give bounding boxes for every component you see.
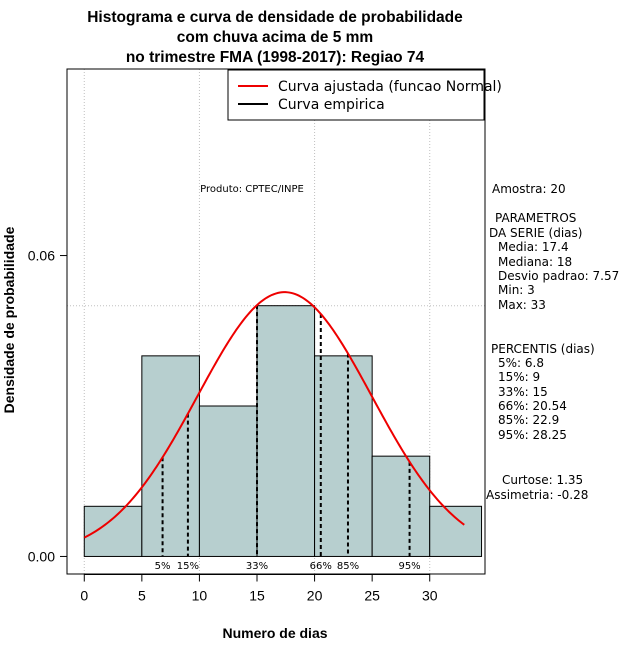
percentile-label: 33% bbox=[246, 561, 268, 572]
percentile-66: 66%: 20.54 bbox=[498, 399, 567, 413]
histogram-bars bbox=[83, 305, 483, 557]
legend-label-fitted: Curva ajustada (funcao Normal) bbox=[278, 79, 502, 95]
product-annotation: Produto: CPTEC/INPE bbox=[200, 184, 304, 195]
percentiles-heading: PERCENTIS (dias) bbox=[491, 342, 595, 356]
x-tick-label: 10 bbox=[192, 588, 208, 604]
histogram-bar bbox=[256, 305, 316, 557]
chart-title-line-3: no trimestre FMA (1998-2017): Regiao 74 bbox=[126, 49, 425, 66]
percentile-label: 15% bbox=[177, 561, 199, 572]
percentile-label: 85% bbox=[337, 561, 359, 572]
histogram-bar bbox=[429, 505, 483, 557]
histogram-bar bbox=[371, 455, 431, 557]
percentile-lines: 5% 15% 33% 66% 85% 95% bbox=[155, 305, 421, 572]
param-max: Max: 33 bbox=[498, 298, 546, 312]
param-std: Desvio padrao: 7.57 bbox=[498, 269, 619, 283]
fitted-normal-curve bbox=[83, 291, 465, 539]
x-tick-label: 25 bbox=[364, 588, 380, 604]
y-tick-label: 0.00 bbox=[28, 548, 55, 564]
x-tick-label: 0 bbox=[80, 588, 88, 604]
chart-title-line-1: Histograma e curva de densidade de proba… bbox=[87, 9, 463, 26]
fitted-curve-layer bbox=[83, 291, 465, 539]
statistics-panel: Amostra: 20 PARAMETROS DA SERIE (dias) M… bbox=[486, 182, 619, 502]
x-tick-label: 5 bbox=[138, 588, 146, 604]
chart-title-line-2: com chuva acima de 5 mm bbox=[177, 29, 373, 46]
legend-box bbox=[227, 69, 485, 121]
param-median: Mediana: 18 bbox=[498, 255, 572, 269]
param-mean: Media: 17.4 bbox=[498, 240, 569, 254]
y-axis-label: Densidade de probabilidade bbox=[1, 226, 17, 413]
percentile-label: 5% bbox=[155, 561, 171, 572]
percentile-label: 66% bbox=[310, 561, 332, 572]
params-heading-1: PARAMETROS bbox=[495, 211, 576, 225]
x-tick-label: 20 bbox=[307, 588, 323, 604]
percentile-85: 85%: 22.9 bbox=[498, 413, 559, 427]
legend: Curva ajustada (funcao Normal) Curva emp… bbox=[227, 69, 502, 121]
histogram-bar bbox=[83, 505, 143, 557]
params-heading-2: DA SERIE (dias) bbox=[489, 226, 582, 240]
histogram-bar bbox=[141, 355, 200, 557]
skewness: Assimetria: -0.28 bbox=[486, 488, 588, 502]
x-tick-label: 30 bbox=[422, 588, 438, 604]
percentile-95: 95%: 28.25 bbox=[498, 428, 567, 442]
percentile-5: 5%: 6.8 bbox=[498, 356, 544, 370]
x-axis-label: Numero de dias bbox=[222, 625, 327, 641]
param-min: Min: 3 bbox=[498, 283, 535, 297]
sample-size: Amostra: 20 bbox=[492, 182, 566, 196]
x-tick-label: 15 bbox=[249, 588, 265, 604]
percentile-15: 15%: 9 bbox=[498, 370, 540, 384]
histogram-bar bbox=[198, 405, 258, 557]
histogram-bar bbox=[314, 355, 373, 557]
legend-label-empirical: Curva empirica bbox=[278, 97, 385, 113]
kurtosis: Curtose: 1.35 bbox=[502, 473, 583, 487]
percentile-33: 33%: 15 bbox=[498, 385, 548, 399]
y-tick-label: 0.06 bbox=[28, 248, 55, 264]
axes: 0 5 10 15 20 25 30 0.00 0.06 bbox=[28, 68, 486, 604]
percentile-label: 95% bbox=[398, 561, 420, 572]
